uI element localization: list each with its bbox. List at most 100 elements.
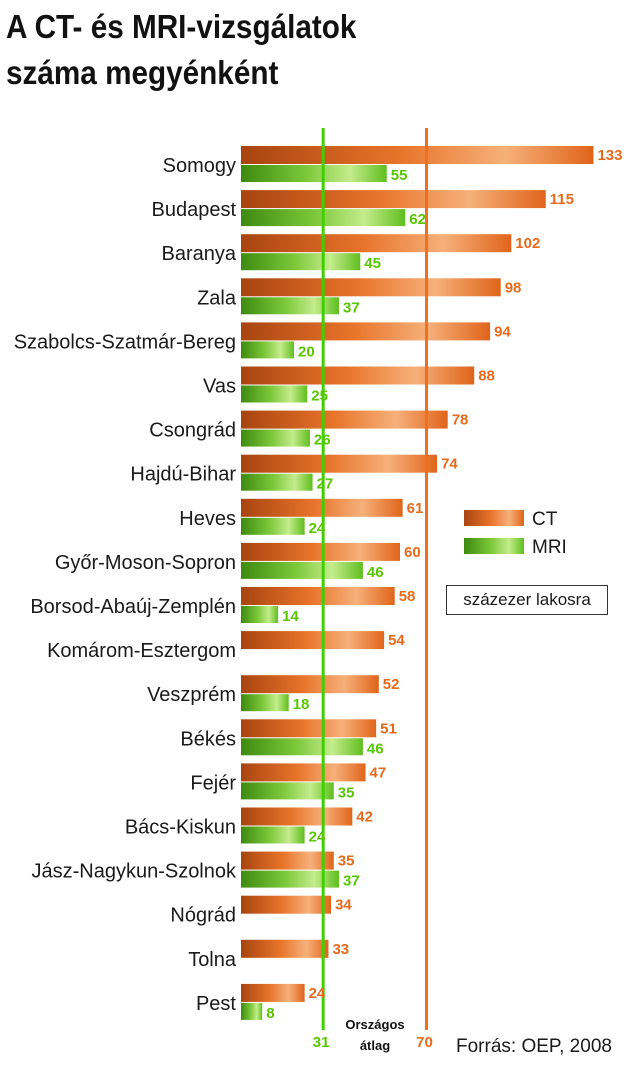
value-labels: 133 55 115 62 102 45 98 37 94 20 88 25 78 26 74 27 61 24 6… bbox=[266, 147, 622, 1022]
reference-lines: 31 70 Országos átlag bbox=[313, 128, 433, 1053]
legend: CT MRI bbox=[464, 509, 567, 558]
category-label: Zala bbox=[197, 287, 237, 309]
bar-mri bbox=[241, 253, 361, 271]
category-label: Szabolcs-Szatmár-Bereg bbox=[14, 331, 236, 353]
value-label-mri: 62 bbox=[409, 211, 426, 228]
value-label-mri: 24 bbox=[309, 829, 326, 846]
bar-ct bbox=[241, 807, 353, 826]
chart-title: A CT- és MRI-vizsgálatok száma megyénkén… bbox=[6, 4, 356, 96]
bar-mri bbox=[241, 341, 294, 359]
category-label: Heves bbox=[179, 508, 236, 530]
value-label-mri: 8 bbox=[266, 1005, 274, 1022]
bar-mri bbox=[241, 561, 363, 579]
category-label: Borsod-Abaúj-Zemplén bbox=[30, 596, 236, 618]
value-label-ct: 47 bbox=[370, 764, 387, 781]
source-note: Forrás: OEP, 2008 bbox=[456, 1036, 612, 1057]
bar-mri bbox=[241, 385, 308, 403]
bar-ct bbox=[241, 542, 400, 561]
bar-mri bbox=[241, 297, 340, 315]
value-label-mri: 55 bbox=[391, 167, 408, 184]
value-label-ct: 42 bbox=[356, 809, 373, 826]
value-label-ct: 24 bbox=[309, 985, 326, 1002]
bar-ct bbox=[241, 454, 438, 473]
chart-title-line-2: száma megyénként bbox=[6, 54, 279, 91]
value-label-ct: 52 bbox=[383, 676, 400, 693]
category-label: Tolna bbox=[188, 949, 237, 971]
bar-mri bbox=[241, 782, 334, 800]
legend-swatch-ct bbox=[464, 510, 524, 526]
legend-label-mri: MRI bbox=[532, 537, 567, 558]
value-label-ct: 78 bbox=[452, 412, 469, 429]
category-label: Baranya bbox=[162, 243, 237, 265]
value-label-ct: 74 bbox=[441, 456, 458, 473]
category-label: Fejér bbox=[190, 772, 236, 794]
reference-caption-line-2: átlag bbox=[360, 1038, 390, 1053]
value-label-ct: 102 bbox=[515, 235, 540, 252]
bar-ct bbox=[241, 322, 491, 341]
reference-caption-line-1: Országos bbox=[345, 1017, 404, 1032]
value-label-ct: 61 bbox=[407, 500, 424, 517]
bar-ct bbox=[241, 763, 366, 782]
value-label-ct: 60 bbox=[404, 544, 421, 561]
bar-mri bbox=[241, 606, 279, 623]
bar-mri bbox=[241, 517, 305, 535]
value-label-ct: 88 bbox=[478, 368, 495, 385]
bar-ct bbox=[241, 587, 395, 605]
unit-note: százezer lakosra bbox=[446, 585, 608, 615]
value-label-mri: 18 bbox=[293, 696, 310, 713]
bar-ct bbox=[241, 939, 329, 958]
legend-label-ct: CT bbox=[532, 509, 558, 530]
value-label-mri: 46 bbox=[367, 740, 384, 757]
value-label-mri: 45 bbox=[364, 255, 381, 272]
value-label-ct: 133 bbox=[597, 147, 622, 164]
category-label: Komárom-Esztergom bbox=[47, 640, 236, 662]
bar-ct bbox=[241, 719, 377, 738]
bars-layer bbox=[241, 146, 594, 1020]
category-label: Budapest bbox=[151, 199, 236, 221]
bar-ct bbox=[241, 278, 501, 297]
reference-label-ct: 70 bbox=[416, 1034, 433, 1051]
value-label-ct: 94 bbox=[494, 323, 511, 340]
bar-ct bbox=[241, 675, 379, 694]
bar-mri bbox=[241, 694, 289, 712]
value-label-mri: 26 bbox=[314, 432, 331, 449]
value-label-mri: 14 bbox=[282, 608, 299, 625]
bar-mri bbox=[241, 1002, 263, 1020]
bar-ct bbox=[241, 631, 385, 650]
value-label-ct: 51 bbox=[380, 720, 397, 737]
category-labels: Somogy Budapest Baranya Zala Szabolcs-Szatmá… bbox=[14, 155, 237, 1015]
bar-ct bbox=[241, 366, 475, 385]
value-label-ct: 34 bbox=[335, 897, 352, 914]
category-label: Csongrád bbox=[149, 420, 236, 442]
chart-title-line-1: A CT- és MRI-vizsgálatok bbox=[6, 8, 357, 45]
value-label-mri: 35 bbox=[338, 784, 355, 801]
category-label: Pest bbox=[196, 993, 236, 1015]
value-label-mri: 25 bbox=[311, 388, 328, 405]
value-label-mri: 46 bbox=[367, 564, 384, 581]
value-label-mri: 37 bbox=[343, 299, 360, 316]
value-label-mri: 24 bbox=[309, 520, 326, 537]
category-label: Vas bbox=[203, 376, 236, 398]
value-label-mri: 27 bbox=[317, 476, 334, 493]
value-label-mri: 37 bbox=[343, 873, 360, 890]
bar-mri bbox=[241, 870, 340, 888]
bar-ct bbox=[241, 190, 546, 209]
bar-mri bbox=[241, 429, 310, 447]
bar-ct bbox=[241, 146, 594, 164]
category-label: Veszprém bbox=[147, 684, 236, 706]
bar-ct bbox=[241, 410, 448, 429]
bar-ct bbox=[241, 895, 332, 914]
bar-mri bbox=[241, 473, 313, 491]
bar-ct bbox=[241, 234, 512, 253]
value-label-ct: 33 bbox=[332, 941, 349, 958]
value-label-ct: 35 bbox=[338, 853, 355, 870]
value-label-ct: 115 bbox=[550, 191, 574, 208]
bar-mri bbox=[241, 826, 305, 844]
bar-mri bbox=[241, 738, 363, 756]
category-label: Győr-Moson-Sopron bbox=[55, 552, 236, 574]
category-label: Hajdú-Bihar bbox=[130, 464, 236, 486]
category-label: Jász-Nagykun-Szolnok bbox=[31, 861, 237, 883]
bar-ct bbox=[241, 983, 305, 1002]
bar-ct bbox=[241, 851, 334, 870]
